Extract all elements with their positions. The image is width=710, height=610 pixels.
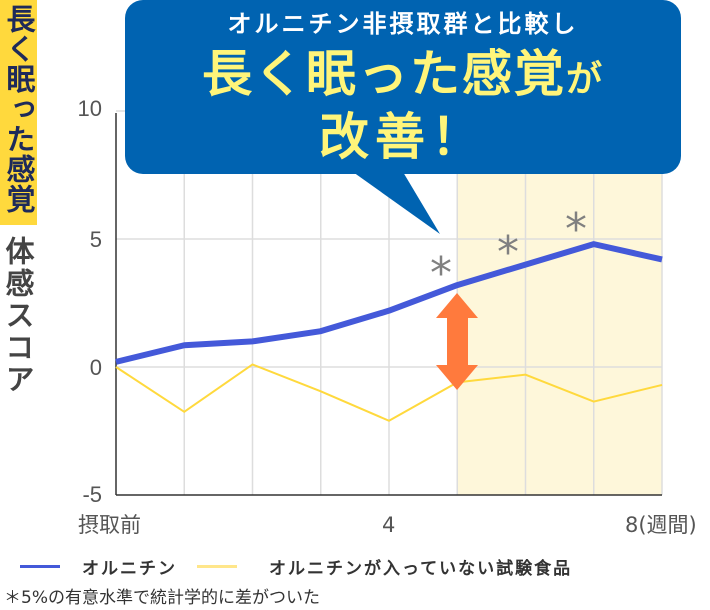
y-tick-minus5: -5 — [82, 482, 102, 507]
chart-axes — [115, 113, 662, 496]
legend-control-swatch — [197, 564, 237, 568]
y-axis-tag: 長く眠った感覚 — [0, 0, 37, 225]
x-tick-before: 摂取前 — [78, 513, 141, 537]
callout-headline-main: 長く眠った感覚 — [201, 45, 566, 103]
control-series-line — [115, 363, 663, 422]
y-tick-5: 5 — [89, 227, 102, 252]
significance-asterisk-week6: * — [497, 227, 519, 278]
legend-ornithine-label: オルニチン — [82, 558, 177, 579]
y-tick-0: 0 — [89, 355, 102, 380]
legend-control-label: オルニチンが入っていない試験食品 — [269, 558, 573, 579]
callout-subtitle: オルニチン非摂取群と比較し — [227, 10, 579, 38]
ornithine-series-line — [115, 241, 663, 365]
y-axis-label: 体感スコア — [1, 236, 35, 396]
highlight-band — [457, 172, 662, 495]
x-tick-8: 8(週間) — [625, 513, 697, 537]
callout-result: 改善！ — [319, 108, 487, 166]
significance-asterisk-week5: * — [430, 248, 452, 299]
callout-headline: 長く眠った感覚が — [125, 44, 681, 110]
footnote: ＊5%の有意水準で統計学的に差がついた — [4, 588, 320, 608]
difference-arrow-icon — [436, 293, 478, 390]
callout-bubble — [125, 0, 681, 234]
y-tick-10: 10 — [77, 96, 102, 121]
chart-legend: オルニチン オルニチンが入っていない試験食品 — [20, 554, 573, 579]
significance-asterisk-week7: * — [565, 204, 587, 255]
x-tick-4: 4 — [382, 513, 396, 537]
y-axis-tag-text: 長く眠った感覚 — [2, 4, 36, 214]
legend-ornithine-swatch — [20, 564, 60, 568]
callout-headline-suffix: が — [565, 59, 604, 100]
